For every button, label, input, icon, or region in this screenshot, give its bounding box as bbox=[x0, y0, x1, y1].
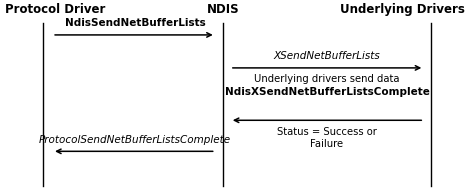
Text: NdisSendNetBufferLists: NdisSendNetBufferLists bbox=[65, 18, 205, 28]
Text: Underlying drivers send data: Underlying drivers send data bbox=[255, 74, 400, 84]
Text: ProtocolSendNetBufferListsComplete: ProtocolSendNetBufferListsComplete bbox=[39, 134, 231, 145]
Text: Protocol Driver: Protocol Driver bbox=[5, 3, 105, 16]
Text: NdisXSendNetBufferListsComplete: NdisXSendNetBufferListsComplete bbox=[225, 87, 429, 97]
Text: Status = Success or
Failure: Status = Success or Failure bbox=[277, 127, 377, 149]
Text: XSendNetBufferLists: XSendNetBufferLists bbox=[273, 51, 381, 61]
Text: Underlying Drivers: Underlying Drivers bbox=[340, 3, 465, 16]
Text: NDIS: NDIS bbox=[207, 3, 239, 16]
